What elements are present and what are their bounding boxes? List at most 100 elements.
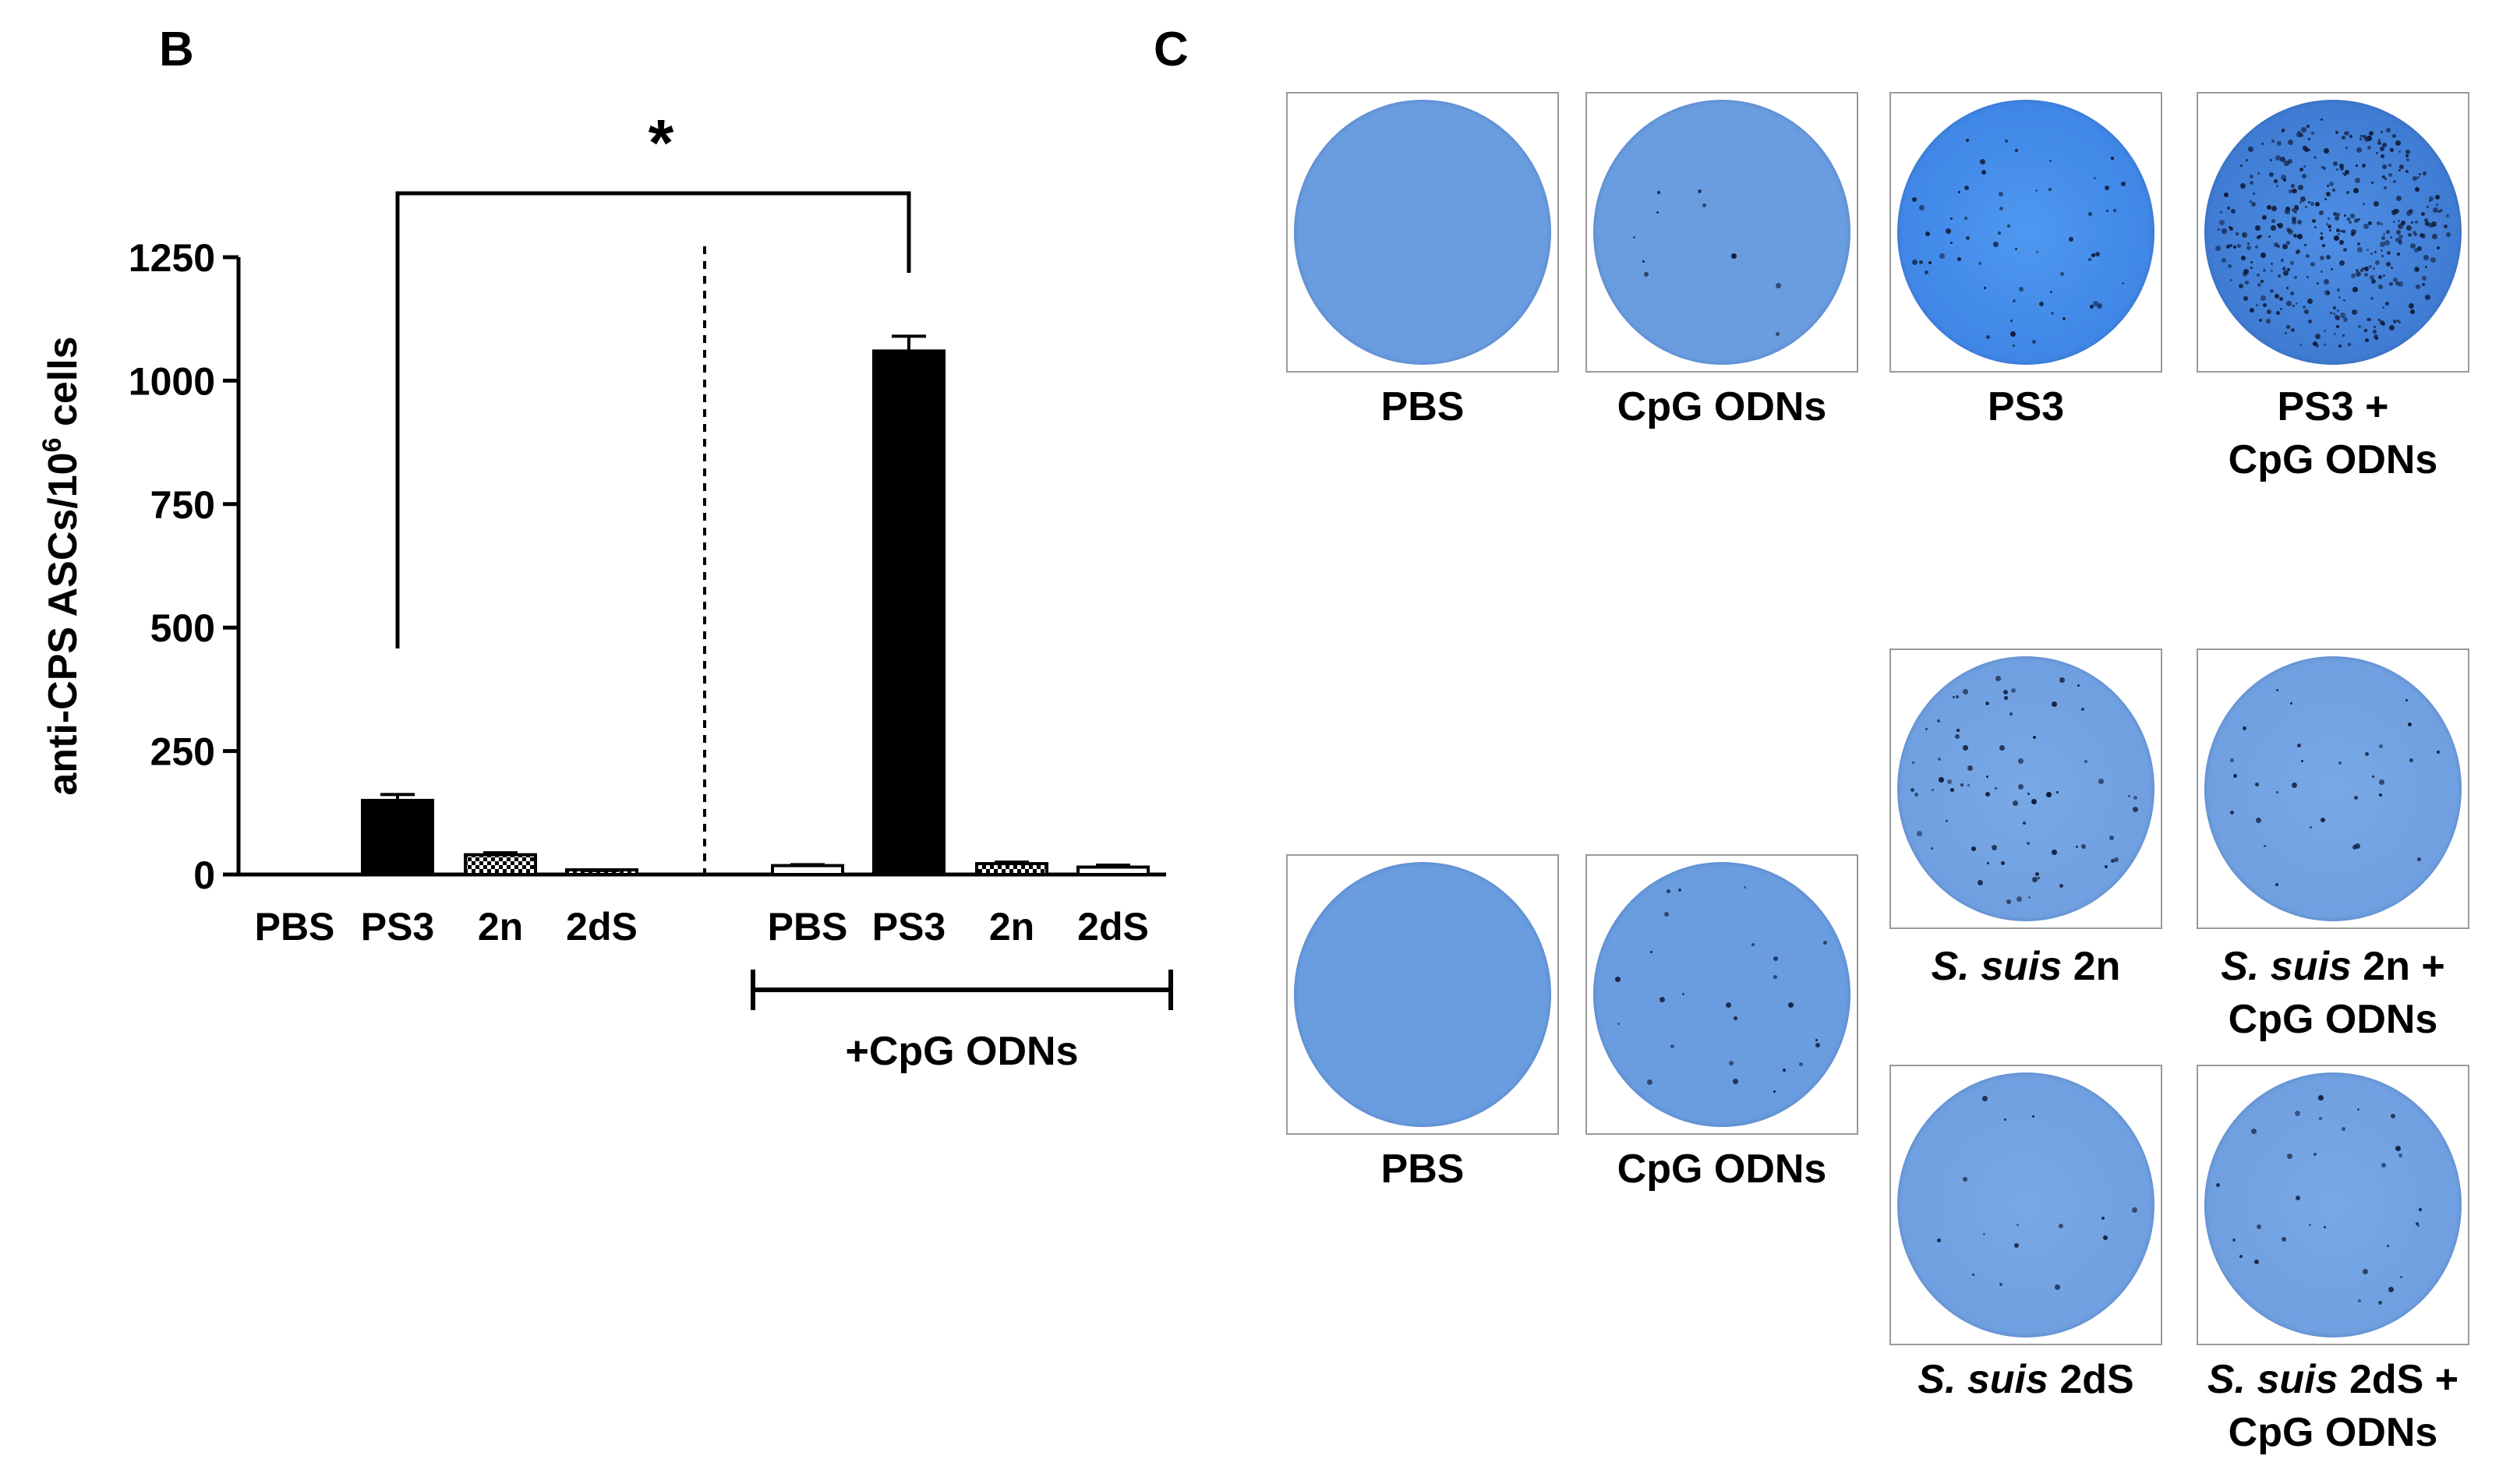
ascs-spot: [2299, 196, 2306, 203]
ascs-spot: [2240, 255, 2246, 260]
ascs-spot: [2006, 899, 2012, 904]
ascs-spot: [2321, 165, 2324, 168]
ascs-spot: [2356, 147, 2363, 153]
ascs-spot: [2235, 232, 2239, 236]
ascs-spot: [2385, 127, 2391, 132]
ascs-spot: [2436, 751, 2440, 754]
ascs-spot: [2356, 268, 2359, 272]
ascs-spot: [2320, 118, 2323, 122]
ascs-spot: [2308, 138, 2311, 141]
caption-line-1: S. suis 2n +: [2169, 940, 2497, 993]
ascs-spot: [1815, 1039, 1818, 1042]
ascs-spot: [2224, 193, 2229, 198]
ascs-spot: [2291, 782, 2297, 788]
ascs-spot: [2342, 229, 2346, 233]
ascs-spot: [2275, 790, 2278, 793]
ascs-spot: [1962, 688, 1968, 694]
ascs-spot: [2048, 187, 2052, 191]
ascs-spot: [2382, 274, 2385, 277]
ascs-spot: [2313, 155, 2317, 159]
ascs-spot: [2381, 255, 2384, 258]
ascs-spot: [2017, 1223, 2020, 1226]
ascs-spot: [2284, 160, 2290, 166]
ascs-spot: [2397, 223, 2403, 229]
ascs-spot: [2353, 188, 2359, 194]
caption-line-1: PS3 +: [2277, 384, 2389, 429]
ascs-spot: [2424, 266, 2427, 269]
well-disc: [1294, 862, 1551, 1127]
ascs-spot: [2294, 210, 2298, 214]
ascs-spot: [2336, 228, 2341, 232]
ascs-spot: [2081, 843, 2087, 849]
well-disc: [2204, 1072, 2462, 1337]
ascs-spot: [1939, 253, 1946, 259]
ascs-spot: [2355, 843, 2361, 850]
caption-species: S. suis: [1918, 1357, 2048, 1402]
panel-b-letter: B: [159, 23, 194, 76]
ascs-spot: [2358, 1299, 2362, 1303]
ascs-spot: [2266, 309, 2271, 315]
ascs-spot: [2394, 208, 2398, 212]
ascs-spot: [1954, 733, 1960, 739]
ascs-spot: [2386, 251, 2391, 256]
ascs-spot: [2346, 217, 2350, 221]
ascs-spot: [2050, 311, 2054, 315]
ascs-spot: [2398, 219, 2401, 222]
y-tick-label: 500: [150, 606, 215, 650]
ascs-spot: [2357, 1108, 2359, 1111]
caption-suis-2n-cpg: S. suis 2n + CpG ODNs: [2169, 940, 2497, 1046]
ascs-spot: [2062, 317, 2066, 321]
ascs-spot: [2396, 196, 2402, 202]
ascs-spot: [2287, 229, 2293, 235]
ascs-spot: [1985, 701, 1989, 705]
ascs-spot: [1937, 719, 1941, 723]
ascs-spot: [1985, 334, 1990, 339]
ascs-spot: [2323, 278, 2329, 284]
ascs-spot: [2349, 213, 2355, 218]
ascs-spot: [1978, 261, 1982, 265]
ascs-spot: [2339, 166, 2344, 171]
ascs-spot: [2319, 210, 2324, 215]
ascs-spot: [2412, 230, 2417, 235]
ascs-spot: [2279, 307, 2282, 310]
ascs-spot: [2335, 168, 2338, 171]
ascs-spot: [1930, 847, 1933, 850]
ascs-spot: [2270, 159, 2273, 162]
ascs-spot: [2306, 298, 2313, 304]
ascs-spot: [2359, 137, 2363, 140]
ascs-spot: [2388, 172, 2392, 177]
ascs-spot: [2293, 234, 2298, 238]
ascs-spot: [2241, 231, 2247, 238]
ascs-spot: [2393, 320, 2398, 323]
ascs-spot: [2282, 267, 2286, 271]
ascs-spot: [2356, 164, 2359, 168]
caption-strain: 2dS +: [2338, 1357, 2459, 1402]
ascs-spot: [2333, 161, 2338, 166]
ascs-spot: [2362, 163, 2366, 168]
well-ps3: [1889, 92, 2162, 373]
ascs-spot: [2281, 1236, 2286, 1242]
well-disc: [1897, 656, 2154, 921]
ascs-spot: [1956, 729, 1960, 733]
ascs-spot: [2356, 271, 2362, 277]
ascs-spot: [1726, 1002, 1732, 1009]
ascs-spot: [2122, 282, 2125, 285]
ascs-spot: [2381, 235, 2386, 240]
ascs-spot: [1743, 885, 1746, 889]
ascs-spot: [2133, 796, 2137, 800]
ascs-spot: [2370, 297, 2374, 301]
ascs-spot: [2405, 170, 2409, 174]
ascs-spot: [2335, 212, 2340, 217]
x-tick-label: PBS: [768, 905, 848, 949]
ascs-spot: [2282, 178, 2286, 182]
ascs-spot: [2357, 246, 2363, 253]
x-tick-label: PS3: [361, 905, 435, 949]
ascs-spot: [1982, 1095, 1988, 1101]
ascs-spot: [2388, 163, 2392, 167]
ascs-spot: [1971, 846, 1976, 852]
ascs-spot: [2376, 221, 2381, 225]
ascs-spot: [1918, 260, 1923, 264]
ascs-spot: [2339, 239, 2345, 245]
ascs-spot: [2342, 334, 2345, 337]
